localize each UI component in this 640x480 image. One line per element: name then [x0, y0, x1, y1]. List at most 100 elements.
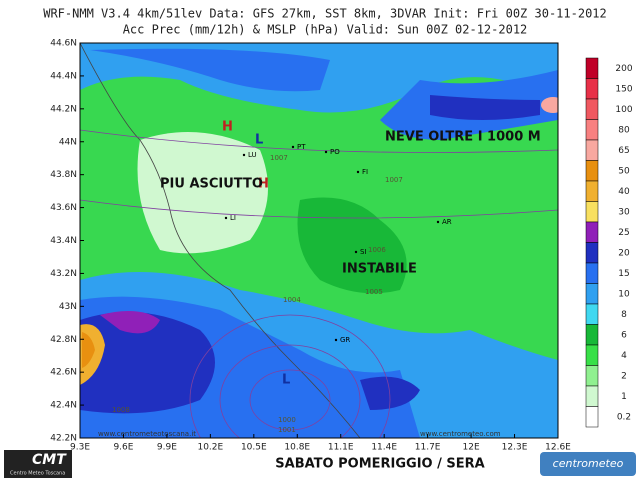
colorbar-swatch [585, 119, 599, 141]
lon-label: 12.6E [545, 443, 571, 453]
city-label: PO [330, 148, 340, 156]
colorbar-swatch [585, 344, 599, 366]
isobar-label: 1006 [368, 246, 386, 254]
header-line: Acc Prec (mm/12h) & MSLP (hPa) Valid: Su… [123, 23, 528, 37]
period-label: SABATO POMERIGGIO / SERA [275, 457, 484, 472]
colorbar-label: 10 [618, 289, 630, 299]
lon-label: 11.7E [415, 443, 441, 453]
lat-label: 44.6N [50, 39, 77, 49]
lon-label: 10.5E [241, 443, 267, 453]
url-text: www.centrometeotoscana.it [98, 430, 196, 438]
logo-text: centrometeo [553, 457, 624, 470]
city-label: LU [248, 151, 257, 159]
lon-label: 11.1E [328, 443, 354, 453]
lon-label: 12E [463, 443, 480, 453]
colorbar-swatch [585, 365, 599, 387]
city-label: SI [360, 248, 367, 256]
colorbar-swatch [585, 406, 599, 428]
city-dot [354, 250, 358, 254]
colorbar-label: 20 [618, 248, 630, 258]
city-dot [242, 153, 246, 157]
lat-label: 42.6N [50, 368, 77, 378]
colorbar-label: 150 [615, 84, 632, 94]
low-marker: L [282, 373, 290, 388]
lat-label: 43.6N [50, 203, 77, 213]
lon-label: 10.2E [197, 443, 223, 453]
lat-label: 43.4N [50, 236, 77, 246]
colorbar-swatch [585, 385, 599, 407]
colorbar-label: 2 [621, 371, 627, 381]
isobar-label: 1005 [365, 288, 383, 296]
colorbar-label: 65 [618, 146, 629, 156]
city-dot [291, 145, 295, 149]
lat-label: 44.2N [50, 104, 77, 114]
lat-label: 42.8N [50, 335, 77, 345]
city-dot [224, 216, 228, 220]
lon-label: 9.9E [157, 443, 177, 453]
colorbar-label: 1 [621, 392, 627, 402]
colorbar-swatch [585, 180, 599, 202]
isobar-label: 1001 [278, 426, 296, 434]
high-marker: H [258, 177, 269, 192]
colorbar-swatch [585, 57, 599, 79]
lon-label: 11.4E [371, 443, 397, 453]
cm-logo [540, 452, 636, 476]
city-dot [436, 220, 440, 224]
city-dot [324, 150, 328, 154]
colorbar-swatch [585, 160, 599, 182]
colorbar-swatch [585, 262, 599, 284]
colorbar-label: 0.2 [617, 412, 631, 422]
colorbar-label: 40 [618, 187, 630, 197]
cmt-logo [4, 450, 72, 478]
colorbar-swatch [585, 139, 599, 161]
colorbar-label: 80 [618, 125, 630, 135]
city-dot [356, 170, 360, 174]
logo-text: CMT [32, 452, 67, 468]
isobar-label: 1000 [278, 416, 296, 424]
lon-label: 10.8E [284, 443, 310, 453]
logo-text: Centro Meteo Toscana [10, 471, 65, 477]
colorbar-label: 30 [618, 207, 630, 217]
lat-label: 43N [59, 302, 77, 312]
lon-label: 9.3E [70, 443, 90, 453]
colorbar-label: 6 [621, 330, 627, 340]
colorbar-label: 15 [618, 269, 629, 279]
annotation: NEVE OLTRE I 1000 M [385, 130, 541, 145]
lat-label: 43.2N [50, 269, 77, 279]
colorbar-swatch [585, 324, 599, 346]
colorbar-swatch [585, 303, 599, 325]
colorbar-label: 200 [615, 64, 632, 74]
colorbar-label: 4 [621, 351, 627, 361]
city-label: PT [297, 143, 306, 151]
city-dot [334, 338, 338, 342]
colorbar-swatch [585, 283, 599, 305]
isobar-label: 1004 [283, 296, 301, 304]
lon-label: 12.3E [502, 443, 528, 453]
city-label: AR [442, 218, 452, 226]
lat-label: 44N [59, 137, 77, 147]
colorbar-label: 25 [618, 228, 629, 238]
colorbar-swatch [585, 242, 599, 264]
precip-field [80, 43, 558, 438]
header-line: WRF-NMM V3.4 4km/51lev Data: GFS 27km, S… [43, 7, 607, 21]
lat-label: 42.4N [50, 401, 77, 411]
colorbar-swatch [585, 201, 599, 223]
colorbar-label: 8 [621, 310, 627, 320]
annotation: PIU ASCIUTTO [160, 177, 263, 192]
lat-label: 43.8N [50, 170, 77, 180]
low-marker: L [255, 133, 263, 148]
isobar-label: 1007 [270, 154, 288, 162]
colorbar-label: 50 [618, 166, 630, 176]
city-label: LI [230, 214, 236, 222]
generated: 44.6N44.4N44.2N44N43.8N43.6N43.4N43.2N43… [50, 39, 633, 453]
city-label: FI [362, 168, 368, 176]
lat-label: 44.4N [50, 71, 77, 81]
colorbar-label: 100 [615, 105, 632, 115]
city-label: GR [340, 336, 350, 344]
isobar-label: 1007 [385, 176, 403, 184]
isobar-label: 1008 [112, 406, 130, 414]
colorbar-swatch [585, 98, 599, 120]
url-text: www.centrometeo.com [420, 430, 501, 438]
colorbar-swatch [585, 78, 599, 100]
